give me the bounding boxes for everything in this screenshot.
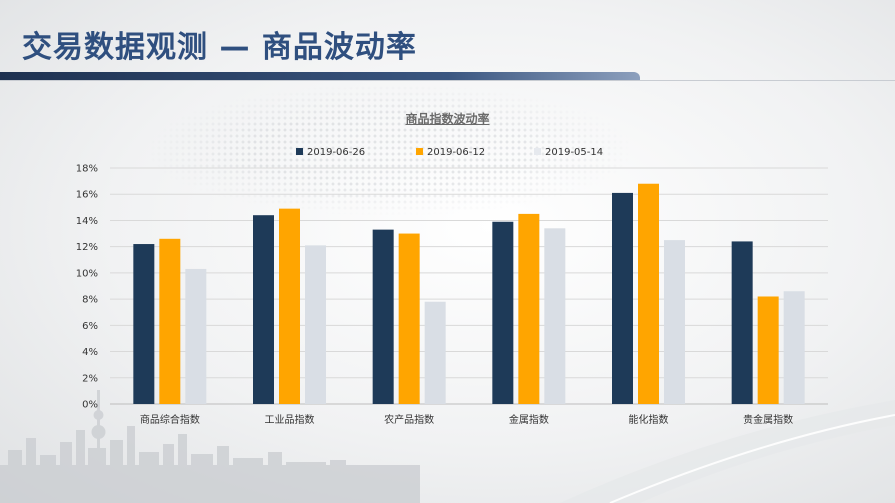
legend-label-series-3: 2019-05-14 — [545, 147, 604, 158]
y-tick-label: 14% — [76, 216, 98, 227]
legend-item-series-1: 2019-06-26 — [296, 147, 365, 158]
bar-series-3 — [544, 228, 566, 404]
legend-label-series-2: 2019-06-12 — [427, 147, 486, 158]
bar-series-2 — [159, 238, 181, 404]
legend-swatch-series-2 — [416, 148, 423, 155]
legend-swatch-series-1 — [296, 148, 303, 155]
x-category-label: 贵金属指数 — [743, 413, 793, 426]
bar-series-3 — [305, 245, 326, 404]
bar-series-1 — [731, 241, 753, 404]
bar-series-1 — [133, 244, 155, 404]
bar-series-1 — [492, 221, 514, 404]
bar-series-3 — [664, 240, 685, 404]
bar-series-2 — [279, 208, 300, 404]
bar-series-2 — [638, 183, 659, 404]
world-map-background — [150, 85, 630, 215]
y-tick-label: 16% — [76, 190, 98, 201]
bar-series-1 — [372, 229, 394, 404]
y-tick-label: 10% — [76, 268, 98, 279]
legend-label-series-1: 2019-06-26 — [307, 147, 366, 158]
bar-series-3 — [185, 268, 207, 404]
city-skyline-decoration — [0, 390, 420, 503]
y-tick-label: 0% — [82, 400, 98, 411]
x-category-label: 金属指数 — [509, 413, 549, 426]
y-tick-label: 6% — [82, 321, 98, 332]
header-divider — [0, 80, 895, 81]
y-tick-label: 18% — [76, 164, 98, 175]
y-tick-label: 2% — [82, 373, 98, 384]
x-category-label: 商品综合指数 — [140, 413, 200, 426]
chart-title: 商品指数波动率 — [405, 112, 490, 126]
y-tick-label: 8% — [82, 295, 98, 306]
legend-item-series-3: 2019-05-14 — [534, 147, 603, 158]
bar-series-2 — [757, 296, 779, 404]
legend-swatch-series-3 — [534, 148, 541, 155]
y-tick-label: 12% — [76, 242, 98, 253]
bar-series-2 — [398, 233, 420, 404]
y-tick-label: 4% — [82, 347, 98, 358]
page-title: 交易数据观测 — 商品波动率 — [22, 30, 417, 65]
bar-series-3 — [424, 301, 446, 404]
header-accent-bar — [0, 72, 640, 80]
bar-series-1 — [253, 215, 274, 404]
x-category-label: 工业品指数 — [265, 413, 315, 426]
bar-series-1 — [612, 192, 633, 404]
x-category-label: 能化指数 — [629, 413, 669, 426]
x-category-label: 农产品指数 — [384, 413, 434, 426]
bar-series-3 — [783, 291, 805, 404]
legend-item-series-2: 2019-06-12 — [416, 147, 485, 158]
bar-series-2 — [518, 213, 540, 404]
